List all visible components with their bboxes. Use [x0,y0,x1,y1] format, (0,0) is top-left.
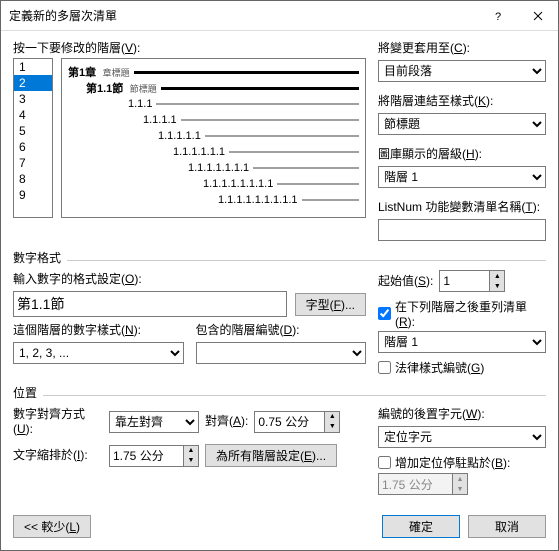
start-at-spinner[interactable]: ▲▼ [439,270,505,292]
indent-input[interactable] [109,445,183,467]
number-format-input[interactable] [13,291,287,317]
ok-button[interactable]: 確定 [382,515,460,538]
align-at-input[interactable] [254,411,324,433]
preview-row: 1.1.1.1 [68,113,359,127]
spin-down-icon: ▼ [490,281,504,291]
spin-up-icon: ▲ [490,271,504,281]
right-pane: 將變更套用至(C): 目前段落 將階層連結至樣式(K): 節標題 圖庫顯示的層級… [378,39,546,241]
numfmt-group-header: 數字格式 [13,247,546,266]
indent-spinner[interactable]: ▲▼ [109,445,199,467]
apply-to-select[interactable]: 目前段落 [378,60,546,82]
set-all-button[interactable]: 為所有階層設定(E)... [205,444,337,467]
level-listbox[interactable]: 123456789 [13,58,53,218]
level-item[interactable]: 1 [14,59,52,75]
link-style-label: 將階層連結至樣式(K): [378,92,546,109]
dialog-title: 定義新的多層次清單 [9,7,478,24]
dialog-body: 按一下要修改的階層(V): 123456789 第1章 章標題第1.1節 節標題… [1,31,558,515]
num-style-label: 這個階層的數字樣式(N): [13,321,184,338]
pos-group-header: 位置 [13,382,546,401]
start-at-label: 起始值(S): [378,272,433,289]
close-button[interactable] [518,1,558,31]
preview-row: 1.1.1.1.1.1.1.1.1 [68,193,359,207]
tab-stop-checkbox[interactable]: 增加定位停駐點於(B): [378,454,546,471]
gallery-select[interactable]: 階層 1 [378,166,546,188]
follow-select[interactable]: 定位字元 [378,426,546,448]
preview-row: 第1.1節 節標題 [68,81,359,95]
modify-level-label: 按一下要修改的階層(V): [13,39,366,56]
help-button[interactable]: ? [478,1,518,31]
level-item[interactable]: 7 [14,155,52,171]
preview-row: 1.1.1.1.1.1 [68,145,359,159]
align-at-label: 對齊(A): [205,412,248,429]
restart-checkbox[interactable]: 在下列階層之後重列清單(R): [378,298,546,329]
gallery-label: 圖庫顯示的層級(H): [378,145,546,162]
num-style-select[interactable]: 1, 2, 3, ... [13,342,184,364]
footer: << 較少(L) 確定 取消 [1,515,558,550]
level-item[interactable]: 5 [14,123,52,139]
include-level-label: 包含的階層編號(D): [196,321,367,338]
preview-row: 1.1.1.1.1 [68,129,359,143]
link-style-select[interactable]: 節標題 [378,113,546,135]
listnum-input[interactable] [378,219,546,241]
preview-row: 1.1.1.1.1.1.1 [68,161,359,175]
include-level-select[interactable] [196,342,367,364]
level-item[interactable]: 2 [14,75,52,91]
apply-to-label: 將變更套用至(C): [378,39,546,56]
follow-label: 編號的後置字元(W): [378,405,546,422]
enter-fmt-label: 輸入數字的格式設定(O): [13,270,366,287]
preview-box: 第1章 章標題第1.1節 節標題 1.1.1 1.1.1.1 1.1.1.1.1 1.1… [61,58,366,218]
level-item[interactable]: 4 [14,107,52,123]
legal-checkbox[interactable]: 法律樣式編號(G) [378,359,546,376]
less-button[interactable]: << 較少(L) [13,515,91,538]
preview-row: 1.1.1.1.1.1.1.1 [68,177,359,191]
align-at-spinner[interactable]: ▲▼ [254,411,340,433]
level-item[interactable]: 3 [14,91,52,107]
font-button[interactable]: 字型(F)... [295,293,366,316]
left-pane: 按一下要修改的階層(V): 123456789 第1章 章標題第1.1節 節標題… [13,39,366,241]
indent-label: 文字縮排於(I): [13,446,103,463]
titlebar: 定義新的多層次清單 ? [1,1,558,31]
align-label: 數字對齊方式(U): [13,405,103,436]
tab-stop-spinner: ▲▼ [378,473,546,495]
align-select[interactable]: 靠左對齊 [109,411,199,433]
level-item[interactable]: 6 [14,139,52,155]
restart-select[interactable]: 階層 1 [378,331,546,353]
cancel-button[interactable]: 取消 [468,515,546,538]
dialog-window: 定義新的多層次清單 ? 按一下要修改的階層(V): 123456789 第1章 … [0,0,559,551]
preview-row: 第1章 章標題 [68,65,359,79]
level-item[interactable]: 9 [14,187,52,203]
start-at-input[interactable] [439,270,489,292]
tab-stop-input [378,473,452,495]
listnum-label: ListNum 功能變數清單名稱(T): [378,198,546,215]
preview-row: 1.1.1 [68,97,359,111]
top-row: 按一下要修改的階層(V): 123456789 第1章 章標題第1.1節 節標題… [13,39,546,241]
level-item[interactable]: 8 [14,171,52,187]
svg-text:?: ? [495,11,501,21]
